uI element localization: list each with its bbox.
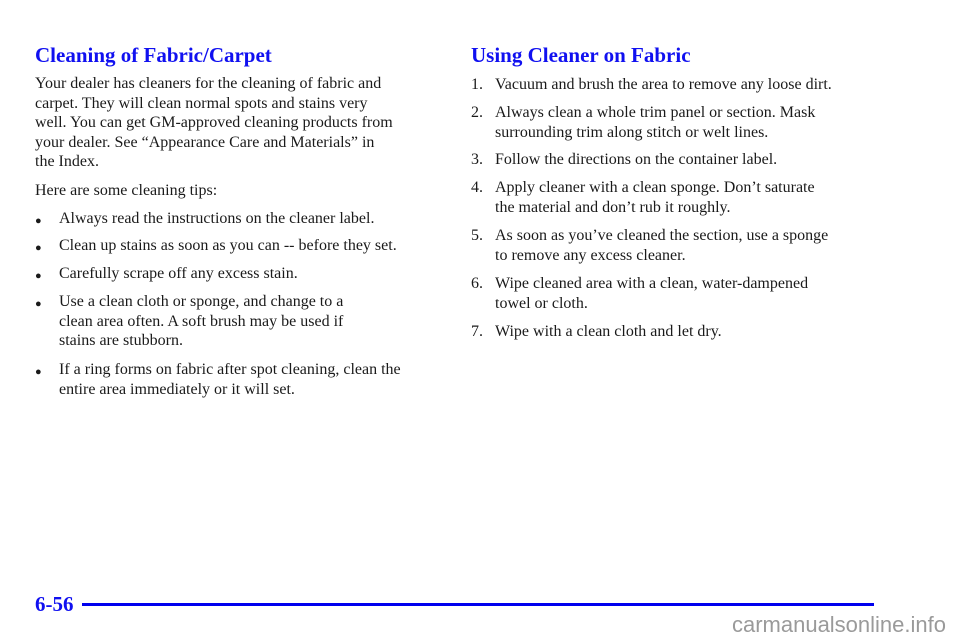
step-text: Follow the directions on the container l…: [495, 151, 778, 168]
step-number: 5.: [471, 227, 483, 244]
bullet-icon: ●: [35, 242, 42, 254]
bullet-icon: ●: [35, 270, 42, 282]
step-text: Wipe with a clean cloth and let dry.: [495, 323, 722, 340]
page-number: 6-56: [35, 592, 74, 616]
step-text: Apply cleaner with a clean sponge. Don’t…: [495, 179, 815, 216]
bullet-icon: ●: [35, 298, 42, 310]
step-number: 6.: [471, 275, 483, 292]
step-text: Always clean a whole trim panel or secti…: [495, 104, 816, 141]
step-text: Wipe cleaned area with a clean, water-da…: [495, 275, 809, 312]
tips-intro: Here are some cleaning tips:: [35, 182, 218, 199]
step-text: Vacuum and brush the area to remove any …: [495, 76, 832, 93]
bullet-text: Clean up stains as soon as you can -- be…: [59, 237, 397, 254]
step-number: 4.: [471, 179, 483, 196]
bullet-icon: ●: [35, 366, 42, 378]
bullet-text: Use a clean cloth or sponge, and change …: [59, 293, 344, 350]
step-number: 2.: [471, 104, 483, 121]
footer-rule: [82, 603, 874, 606]
intro-paragraph: Your dealer has cleaners for the cleanin…: [35, 75, 393, 171]
step-number: 3.: [471, 151, 483, 168]
section-title-cleaning-fabric-carpet: Cleaning of Fabric/Carpet: [35, 43, 272, 67]
bullet-icon: ●: [35, 215, 42, 227]
step-text: As soon as you’ve cleaned the section, u…: [495, 227, 829, 264]
step-number: 7.: [471, 323, 483, 340]
section-title-using-cleaner: Using Cleaner on Fabric: [471, 43, 691, 67]
watermark: carmanualsonline.info: [731, 612, 946, 637]
bullet-text: Carefully scrape off any excess stain.: [59, 265, 298, 282]
bullet-text: Always read the instructions on the clea…: [59, 210, 375, 227]
bullet-text: If a ring forms on fabric after spot cle…: [59, 361, 401, 398]
step-number: 1.: [471, 76, 483, 93]
